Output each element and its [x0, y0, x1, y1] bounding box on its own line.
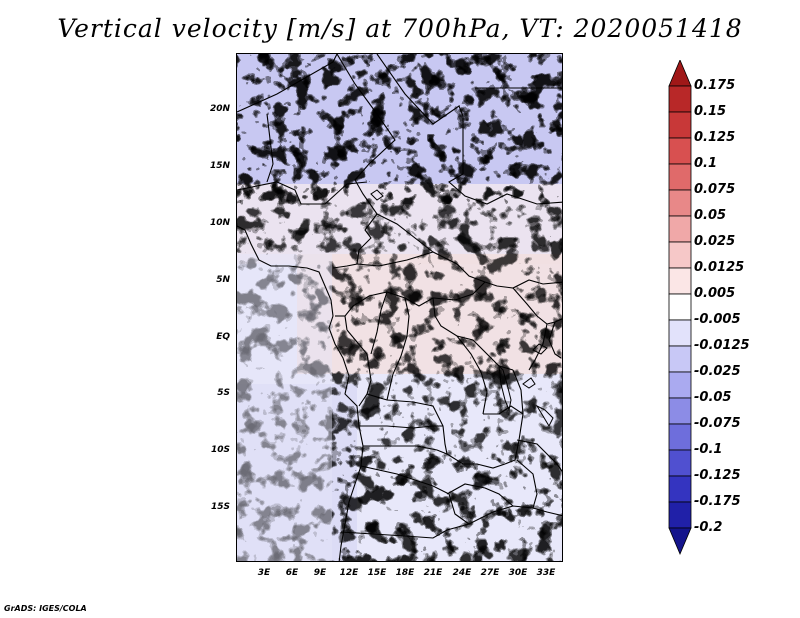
country-borders — [237, 54, 562, 561]
colorbar-swatch — [668, 163, 692, 191]
colorbar — [668, 60, 692, 556]
velocity-field-map — [237, 54, 562, 561]
colorbar-swatch — [668, 137, 692, 165]
colorbar-level-label: -0.1 — [694, 442, 723, 457]
lon-label: 30E — [508, 568, 528, 578]
colorbar-level-label: -0.125 — [694, 468, 741, 483]
colorbar-level-label: 0.075 — [694, 182, 736, 197]
lat-label: 15N — [209, 161, 230, 171]
colorbar-level-label: -0.175 — [694, 494, 741, 509]
colorbar-swatch — [668, 423, 692, 451]
lon-label: 24E — [452, 568, 472, 578]
lon-label: 12E — [339, 568, 359, 578]
lon-label: 6E — [285, 568, 299, 578]
colorbar-top-triangle — [668, 60, 692, 87]
colorbar-level-label: 0.1 — [694, 156, 718, 171]
lon-label: 21E — [423, 568, 443, 578]
lat-label: EQ — [216, 332, 230, 342]
colorbar-level-label: -0.05 — [694, 390, 732, 405]
lat-label: 15S — [210, 502, 230, 512]
colorbar-level-label: -0.2 — [694, 520, 723, 535]
lon-label: 15E — [367, 568, 387, 578]
colorbar-level-label: 0.0125 — [694, 260, 745, 275]
colorbar-swatch — [668, 111, 692, 139]
colorbar-swatch — [668, 475, 692, 503]
lon-label: 27E — [480, 568, 500, 578]
lat-label: 5N — [216, 275, 230, 285]
colorbar-level-label: 0.15 — [694, 104, 727, 119]
colorbar-level-label: -0.075 — [694, 416, 741, 431]
footer-credit: GrADS: IGES/COLA — [4, 604, 87, 613]
colorbar-level-label: 0.05 — [694, 208, 727, 223]
plot-title: Vertical velocity [m/s] at 700hPa, VT: 2… — [57, 14, 743, 43]
lat-label: 20N — [209, 104, 230, 114]
colorbar-swatch — [668, 241, 692, 269]
lakes — [370, 189, 554, 428]
colorbar-swatch — [668, 189, 692, 217]
colorbar-swatch — [668, 345, 692, 373]
colorbar-level-label: 0.005 — [694, 286, 736, 301]
map-plot-area — [236, 53, 563, 562]
lat-label: 5S — [217, 388, 230, 398]
colorbar-bottom-triangle — [668, 527, 692, 556]
colorbar-swatch — [668, 397, 692, 425]
colorbar-swatch — [668, 293, 692, 321]
lon-label: 3E — [257, 568, 271, 578]
lon-label: 18E — [395, 568, 415, 578]
lat-label: 10N — [209, 218, 230, 228]
colorbar-swatch — [668, 501, 692, 529]
colorbar-swatch — [668, 319, 692, 347]
lon-label: 9E — [313, 568, 327, 578]
colorbar-level-label: -0.025 — [694, 364, 741, 379]
colorbar-level-label: 0.175 — [694, 78, 736, 93]
colorbar-swatch — [668, 215, 692, 243]
colorbar-swatch — [668, 85, 692, 113]
lat-label: 10S — [210, 445, 230, 455]
colorbar-level-label: -0.005 — [694, 312, 741, 327]
lon-label: 33E — [536, 568, 556, 578]
colorbar-level-label: 0.125 — [694, 130, 736, 145]
colorbar-swatch — [668, 267, 692, 295]
colorbar-swatch — [668, 371, 692, 399]
colorbar-swatch — [668, 449, 692, 477]
colorbar-level-label: -0.0125 — [694, 338, 750, 353]
colorbar-level-label: 0.025 — [694, 234, 736, 249]
